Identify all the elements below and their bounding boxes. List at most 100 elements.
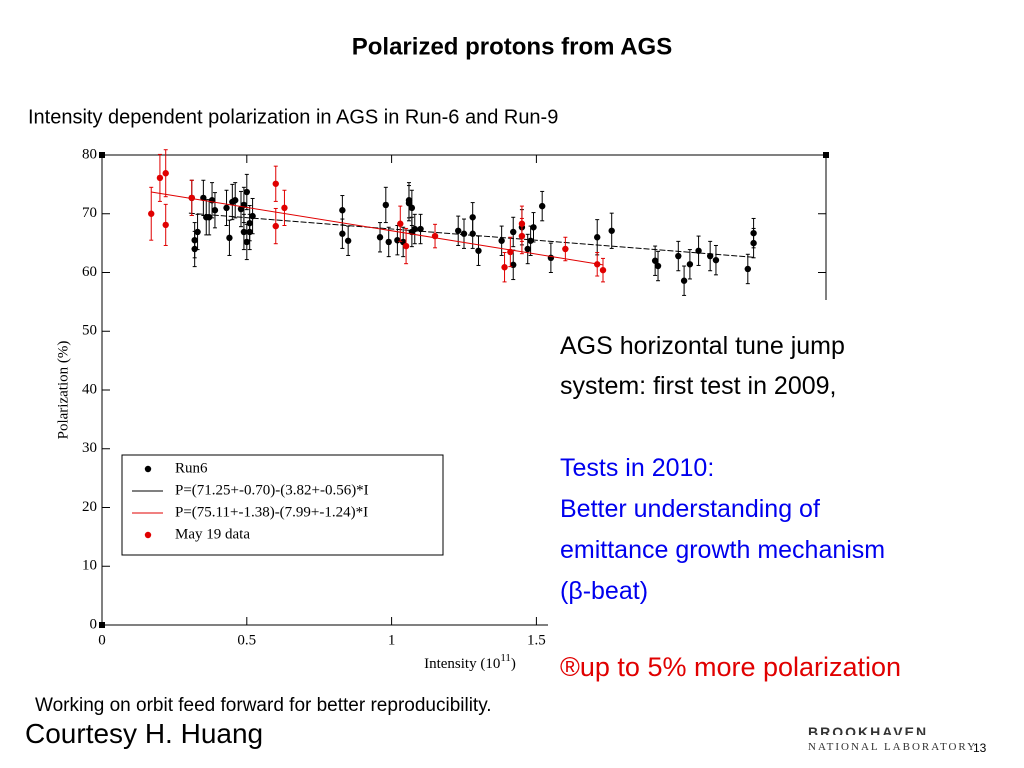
y-axis-label: Polarization (%) <box>55 341 71 440</box>
data-point <box>507 248 514 256</box>
legend-label: P=(75.11+-1.38)-(7.99+-1.24)*I <box>175 504 368 520</box>
data-point <box>162 170 169 177</box>
data-point <box>272 222 279 230</box>
data-point <box>339 207 346 214</box>
fit-line <box>151 191 604 266</box>
y-tick-label: 20 <box>82 499 97 515</box>
data-point <box>744 265 752 273</box>
data-point <box>272 180 279 187</box>
legend-dot <box>144 465 152 473</box>
tests: Tests in 2010: Better understanding of e… <box>560 448 885 612</box>
data-point <box>156 174 164 182</box>
data-point <box>527 237 534 244</box>
x-axis-label-sup: 11 <box>500 652 511 664</box>
data-point <box>594 234 601 241</box>
y-tick-label: 30 <box>82 440 97 456</box>
x-axis-label: Intensity (1011) <box>424 652 516 672</box>
data-point <box>469 230 476 237</box>
data-point <box>608 227 615 234</box>
legend-label: May 19 data <box>175 526 250 542</box>
data-point <box>240 228 248 236</box>
page-number: 13 <box>973 741 987 755</box>
data-point <box>402 242 410 250</box>
note-line: AGS horizontal tune jump <box>560 332 845 360</box>
data-point <box>243 188 250 196</box>
legend-label: P=(71.25+-0.70)-(3.82+-0.56)*I <box>175 482 369 498</box>
data-point <box>191 245 198 253</box>
data-point <box>547 254 555 262</box>
data-point <box>675 252 682 260</box>
data-point <box>594 261 601 268</box>
x-axis-label-end: ) <box>511 656 516 672</box>
test-line: Tests in 2010: <box>560 454 715 482</box>
data-point <box>148 210 155 217</box>
x-tick-label: 0 <box>98 632 106 648</box>
x-tick-label: 0.5 <box>237 632 256 648</box>
data-point <box>455 227 462 234</box>
footer: Working on orbit feed forward for better… <box>35 695 492 716</box>
legend-dot <box>144 531 152 539</box>
x-tick-label: 1.5 <box>527 632 546 648</box>
data-point <box>524 245 531 253</box>
test-line: (β-beat) <box>560 577 649 605</box>
logo: BROOKHAVEN <box>808 724 929 735</box>
data-point <box>475 247 482 254</box>
y-tick-label: 0 <box>90 616 98 632</box>
data-point <box>530 224 537 231</box>
corner-marker <box>99 152 105 158</box>
data-point <box>431 232 439 240</box>
data-point <box>405 199 413 207</box>
test-line: emittance growth mechanism <box>560 536 886 564</box>
notes: AGS horizontal tune jump system: first t… <box>560 326 845 406</box>
y-tick-label: 10 <box>82 558 97 574</box>
data-point <box>654 262 662 270</box>
data-point <box>651 257 659 264</box>
data-point <box>460 230 468 237</box>
y-tick-label: 70 <box>82 205 97 221</box>
data-point <box>408 204 416 212</box>
data-point <box>712 256 720 264</box>
data-point <box>162 221 169 229</box>
data-point <box>223 204 230 212</box>
data-point <box>417 225 424 233</box>
data-point <box>188 194 195 202</box>
data-point <box>382 201 390 209</box>
data-point <box>339 230 346 237</box>
subtitle: Intensity dependent polarization in AGS … <box>28 106 558 128</box>
y-tick-label: 50 <box>82 323 97 339</box>
data-point <box>281 204 288 212</box>
data-point <box>397 220 404 227</box>
legend-box <box>121 454 444 556</box>
x-axis-label-text: Intensity (10 <box>424 656 500 672</box>
data-point <box>232 197 239 204</box>
corner-marker <box>99 622 105 628</box>
result: ®up to 5% more polarization <box>560 652 902 682</box>
legend-label: Run6 <box>175 460 208 476</box>
data-point <box>538 202 546 210</box>
credit: Courtesy H. Huang <box>25 718 264 749</box>
y-tick-label: 60 <box>82 264 97 280</box>
test-line: Better understanding of <box>560 495 820 523</box>
data-point <box>518 232 526 240</box>
fit-line <box>188 212 754 258</box>
corner-marker <box>823 152 829 158</box>
data-point <box>226 234 233 242</box>
slide-title: Polarized protons from AGS <box>352 33 672 60</box>
y-tick-label: 80 <box>82 146 97 162</box>
data-point <box>249 212 256 220</box>
data-point <box>501 264 508 271</box>
data-point <box>385 238 392 246</box>
data-point <box>680 277 688 284</box>
x-tick-label: 1 <box>388 632 396 648</box>
data-point <box>510 228 517 236</box>
data-point <box>599 266 607 274</box>
logo-sub: NATIONAL LABORATORY <box>808 741 978 753</box>
data-point <box>750 239 757 247</box>
text-area <box>548 300 838 645</box>
data-point <box>686 261 694 268</box>
data-point <box>394 236 401 244</box>
data-point <box>194 228 201 236</box>
data-point <box>205 214 213 221</box>
